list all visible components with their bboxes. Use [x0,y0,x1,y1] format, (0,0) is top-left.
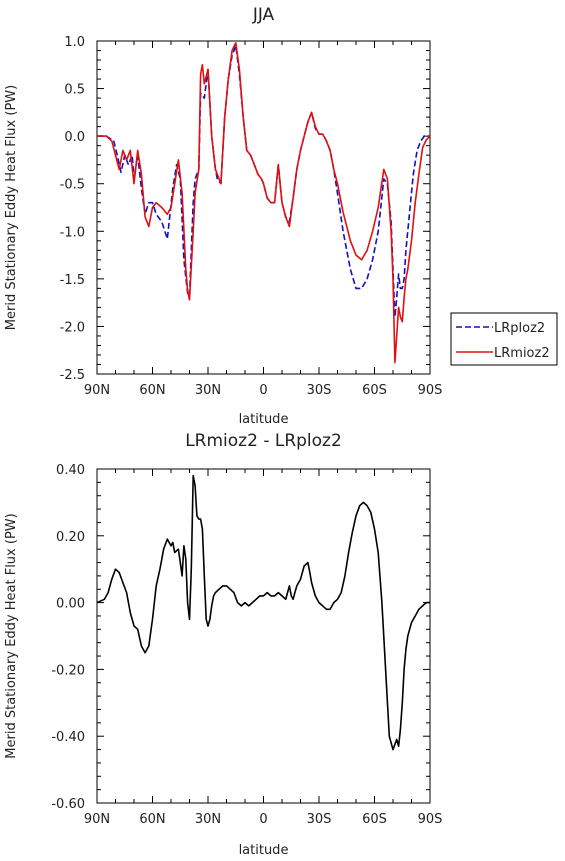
bottom-chart-panel: LRmioz2 - LRploz2 90N 60N 30N 0 30S 60S 90S 0.40… [4,431,442,858]
x-axis-label: latitude [239,843,289,858]
y-tick-label: -0.60 [51,797,85,812]
x-tick-label: 0 [259,383,267,398]
chart-title: LRmioz2 - LRploz2 [185,431,342,451]
legend-box [450,312,558,366]
x-tick-label: 30N [195,383,221,398]
x-tick-label: 90S [418,812,443,827]
x-tick-label: 30N [195,812,221,827]
y-tick-label: 0.00 [56,597,85,612]
series-line-lrmioz2 [97,42,431,364]
x-tick-label: 30S [307,383,332,398]
y-tick-label: 0.0 [64,130,85,145]
x-tick-label: 60S [362,812,387,827]
legend-label: LRploz2 [494,321,545,336]
x-tick-label: 30S [307,812,332,827]
y-tick-label: -0.40 [51,730,85,745]
top-chart-panel: JJA 90N 60N 30N 0 30S 60S 90S 1.0 0.5 0.0 -0.5 -1.0 -… [4,5,558,427]
x-tick-label: 60N [139,383,165,398]
y-tick-label: -0.20 [51,663,85,678]
x-tick-label: 60N [139,812,165,827]
x-axis-label: latitude [239,412,289,427]
y-tick-label: 0.20 [56,530,85,545]
x-tick-label: 90S [418,383,443,398]
legend-label: LRmioz2 [494,346,550,361]
y-tick-label: -0.5 [60,178,85,193]
y-tick-label: 0.40 [56,463,85,478]
x-tick-label: 0 [259,812,267,827]
chart-title: JJA [252,5,275,25]
y-axis-label: Merid Stationary Eddy Heat Flux (PW) [4,85,19,330]
x-tick-label: 60S [362,383,387,398]
series-line-difference [96,474,430,751]
y-tick-label: -2.5 [60,368,85,383]
x-tick-label: 90N [84,812,110,827]
y-tick-label: -1.5 [60,273,85,288]
y-tick-label: -1.0 [60,225,85,240]
y-tick-label: -2.0 [60,320,85,335]
series-line-lrploz2 [97,44,430,318]
x-tick-label: 90N [84,383,110,398]
y-tick-label: 0.5 [64,83,85,98]
y-tick-label: 1.0 [64,35,85,50]
y-axis-label: Merid Stationary Eddy Heat Flux (PW) [4,513,19,758]
plot-frame [96,468,431,804]
